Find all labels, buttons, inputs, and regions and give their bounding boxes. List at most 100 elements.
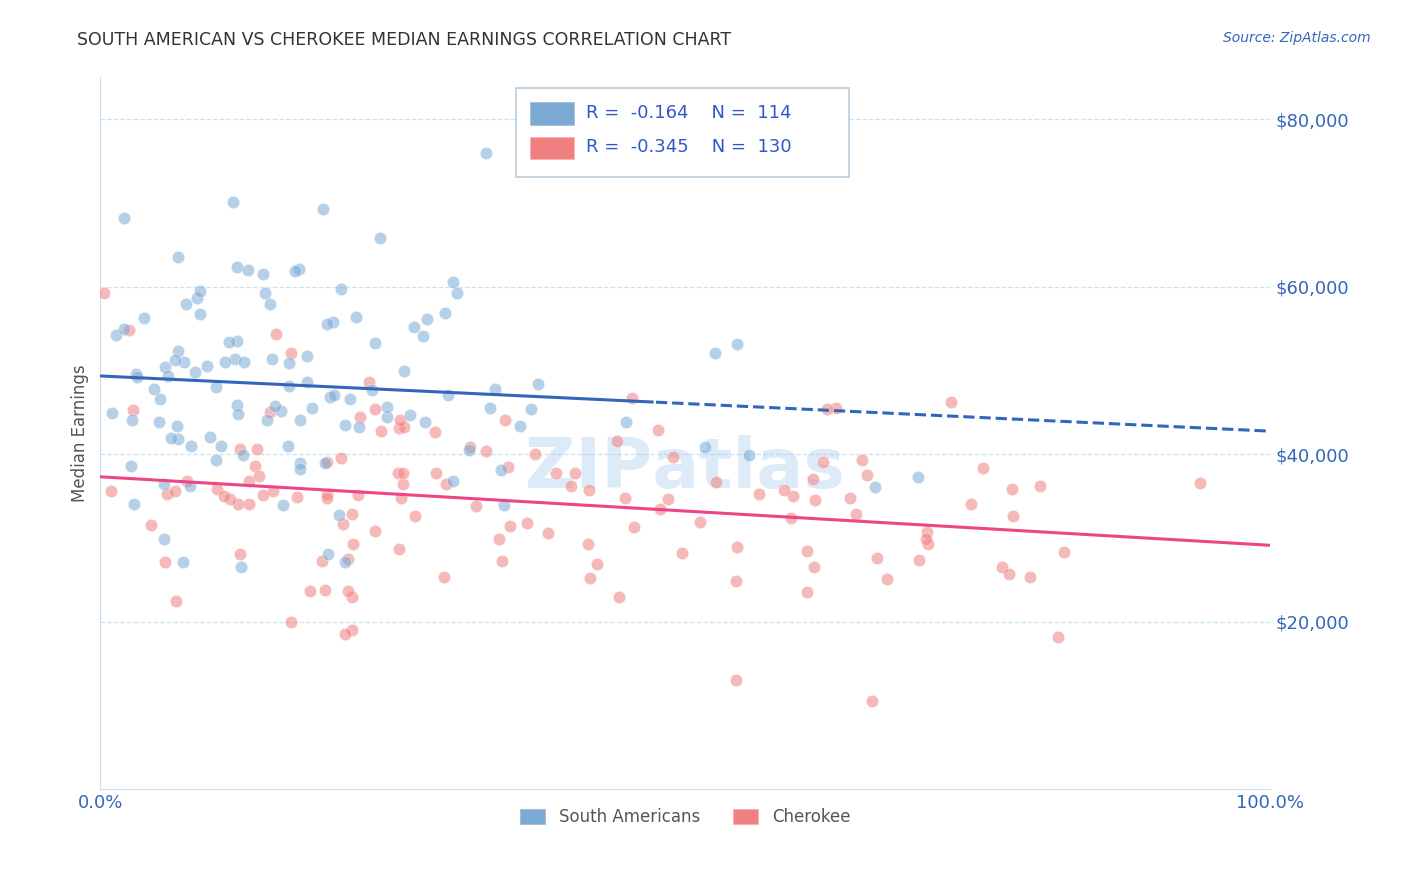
Point	[231, 559, 253, 574]
Point	[526, 376, 548, 391]
Point	[122, 403, 145, 417]
Point	[544, 466, 567, 480]
Point	[825, 401, 848, 415]
Point	[387, 466, 409, 480]
Point	[796, 544, 818, 558]
Point	[972, 460, 994, 475]
Text: R =  -0.164    N =  114: R = -0.164 N = 114	[586, 104, 792, 122]
Point	[335, 418, 357, 433]
Point	[153, 555, 176, 569]
Point	[349, 419, 371, 434]
Point	[907, 470, 929, 484]
Point	[226, 334, 249, 348]
Point	[796, 585, 818, 599]
Point	[259, 297, 281, 311]
Point	[494, 413, 516, 427]
Point	[578, 571, 600, 585]
Point	[264, 327, 287, 342]
Point	[139, 518, 162, 533]
Point	[229, 442, 252, 456]
Point	[845, 507, 868, 521]
Point	[312, 202, 335, 216]
Point	[165, 483, 187, 498]
Point	[1189, 475, 1212, 490]
Point	[218, 492, 240, 507]
Y-axis label: Median Earnings: Median Earnings	[72, 365, 89, 502]
Point	[238, 474, 260, 488]
Point	[361, 383, 384, 397]
Point	[346, 488, 368, 502]
Point	[155, 359, 177, 374]
Point	[458, 441, 481, 455]
Point	[496, 460, 519, 475]
Point	[270, 403, 292, 417]
Point	[475, 444, 498, 458]
Point	[262, 483, 284, 498]
Point	[523, 446, 546, 460]
Point	[434, 306, 457, 320]
Point	[689, 515, 711, 529]
Point	[614, 491, 637, 505]
Point	[657, 491, 679, 506]
Text: SOUTH AMERICAN VS CHEROKEE MEDIAN EARNINGS CORRELATION CHART: SOUTH AMERICAN VS CHEROKEE MEDIAN EARNIN…	[77, 31, 731, 49]
Point	[336, 584, 359, 599]
Point	[876, 573, 898, 587]
Point	[226, 407, 249, 421]
Point	[623, 520, 645, 534]
Point	[856, 467, 879, 482]
Point	[290, 456, 312, 470]
Point	[259, 404, 281, 418]
Point	[314, 583, 336, 598]
Point	[738, 448, 761, 462]
Point	[198, 430, 221, 444]
Point	[222, 195, 245, 210]
Point	[491, 554, 513, 568]
Point	[297, 350, 319, 364]
Point	[218, 334, 240, 349]
Point	[195, 359, 218, 374]
Point	[860, 694, 883, 708]
Point	[998, 567, 1021, 582]
Point	[748, 487, 770, 501]
Point	[122, 497, 145, 511]
Point	[101, 406, 124, 420]
Point	[157, 369, 180, 384]
Point	[423, 425, 446, 439]
Point	[908, 552, 931, 566]
Point	[342, 508, 364, 522]
Point	[277, 378, 299, 392]
Point	[389, 491, 412, 506]
Point	[290, 462, 312, 476]
Point	[342, 537, 364, 551]
Point	[509, 419, 531, 434]
Point	[704, 475, 727, 489]
Point	[186, 291, 208, 305]
Point	[205, 482, 228, 496]
Point	[316, 455, 339, 469]
Point	[316, 317, 339, 331]
Point	[232, 448, 254, 462]
Point	[364, 524, 387, 538]
Point	[112, 322, 135, 336]
Point	[214, 355, 236, 369]
Point	[252, 488, 274, 502]
Point	[412, 329, 434, 343]
Point	[375, 401, 398, 415]
Point	[917, 536, 939, 550]
Point	[335, 626, 357, 640]
Point	[100, 484, 122, 499]
Point	[127, 370, 149, 384]
Point	[226, 260, 249, 274]
Point	[280, 615, 302, 629]
Point	[224, 351, 246, 366]
Point	[851, 453, 873, 467]
Point	[437, 388, 460, 402]
Legend: South Americans, Cherokee: South Americans, Cherokee	[512, 799, 859, 834]
Point	[392, 420, 415, 434]
Point	[238, 497, 260, 511]
Point	[801, 472, 824, 486]
Point	[336, 551, 359, 566]
Point	[1001, 482, 1024, 496]
Point	[156, 487, 179, 501]
Point	[803, 492, 825, 507]
